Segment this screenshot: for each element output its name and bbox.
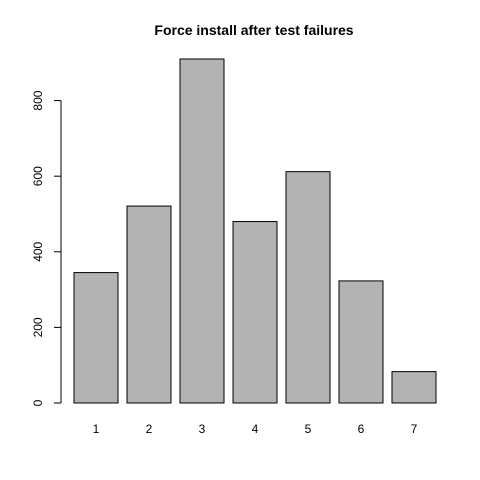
bar-3 bbox=[179, 58, 225, 404]
bar-1 bbox=[73, 272, 119, 404]
x-tick-label: 2 bbox=[146, 422, 153, 436]
bar-7 bbox=[391, 371, 437, 404]
x-tick-label: 4 bbox=[252, 422, 259, 436]
bar-4 bbox=[232, 221, 278, 404]
bar-5 bbox=[285, 171, 331, 404]
x-tick-labels: 1 2 3 4 5 6 7 bbox=[93, 422, 418, 436]
bars-group bbox=[73, 58, 437, 404]
bar-6 bbox=[338, 280, 384, 404]
x-tick-label: 3 bbox=[199, 422, 206, 436]
y-tick-label: 200 bbox=[31, 317, 45, 337]
chart-title: Force install after test failures bbox=[154, 22, 353, 38]
y-tick-label: 800 bbox=[31, 90, 45, 110]
x-tick-label: 6 bbox=[358, 422, 365, 436]
x-tick-label: 5 bbox=[305, 422, 312, 436]
y-tick-label: 400 bbox=[31, 241, 45, 261]
x-tick-label: 1 bbox=[93, 422, 100, 436]
x-tick-label: 7 bbox=[411, 422, 418, 436]
y-tick-label: 0 bbox=[31, 399, 45, 406]
bar-2 bbox=[126, 205, 172, 404]
y-axis: 0 200 400 600 800 bbox=[31, 90, 62, 406]
y-tick-label: 600 bbox=[31, 166, 45, 186]
